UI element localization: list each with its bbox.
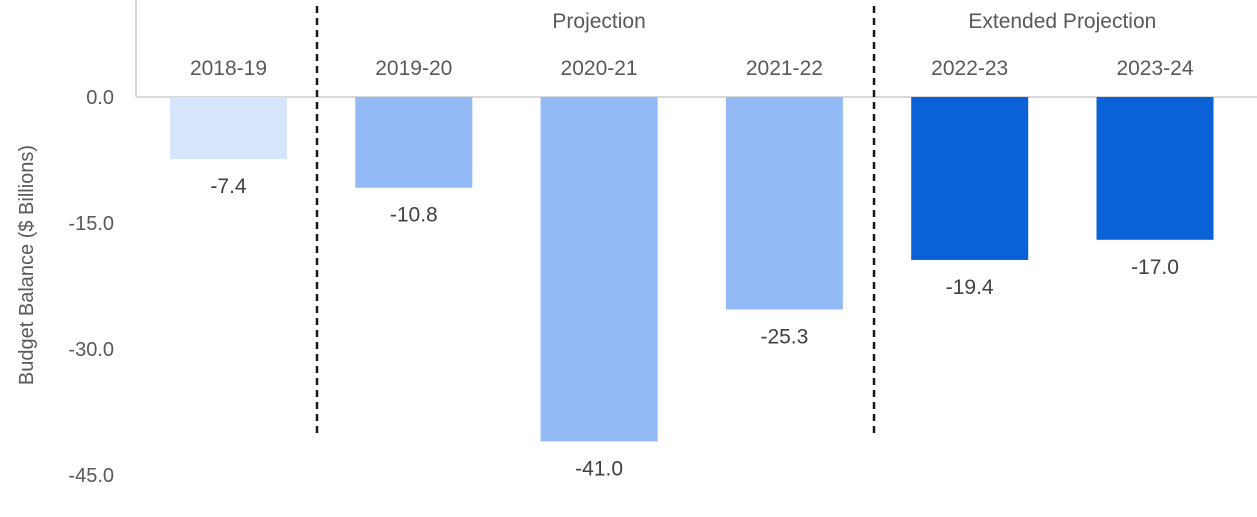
bar-2020-21 [540, 97, 658, 442]
data-label: -17.0 [1131, 256, 1179, 279]
y-tick-label: 0.0 [86, 87, 114, 109]
category-label: 2023-24 [1116, 57, 1193, 80]
y-tick-label: -45.0 [68, 465, 114, 487]
axis-frame [135, 0, 1257, 98]
group-label: Extended Projection [968, 10, 1156, 33]
group-label: Projection [552, 10, 645, 33]
bar-2018-19 [170, 97, 287, 160]
category-label: 2018-19 [190, 57, 267, 80]
category-labels: 2018-19 2019-20 2020-21 2021-22 2022-23 2023-… [190, 57, 1194, 80]
bar-2021-22 [725, 97, 843, 310]
data-labels: -7.4 -10.8 -41.0 -25.3 -19.4 -17.0 [210, 175, 1179, 480]
bar-2022-23 [911, 97, 1029, 260]
data-label: -10.8 [390, 204, 438, 227]
y-axis-title: Budget Balance ($ Billions) [16, 145, 38, 385]
y-axis-ticks: 0.0 -15.0 -30.0 -45.0 [68, 87, 114, 487]
data-label: -41.0 [575, 457, 623, 480]
category-label: 2022-23 [931, 57, 1008, 80]
group-labels: Projection Extended Projection [552, 10, 1156, 33]
category-label: 2020-21 [561, 57, 638, 80]
data-label: -19.4 [946, 276, 994, 299]
bar-2023-24 [1096, 97, 1214, 240]
y-tick-label: -15.0 [68, 213, 114, 235]
data-label: -25.3 [760, 326, 808, 349]
bar-2019-20 [355, 97, 473, 188]
data-label: -7.4 [210, 175, 247, 198]
y-tick-label: -30.0 [68, 339, 114, 361]
bars [170, 97, 1214, 442]
category-label: 2021-22 [746, 57, 823, 80]
category-label: 2019-20 [375, 57, 452, 80]
